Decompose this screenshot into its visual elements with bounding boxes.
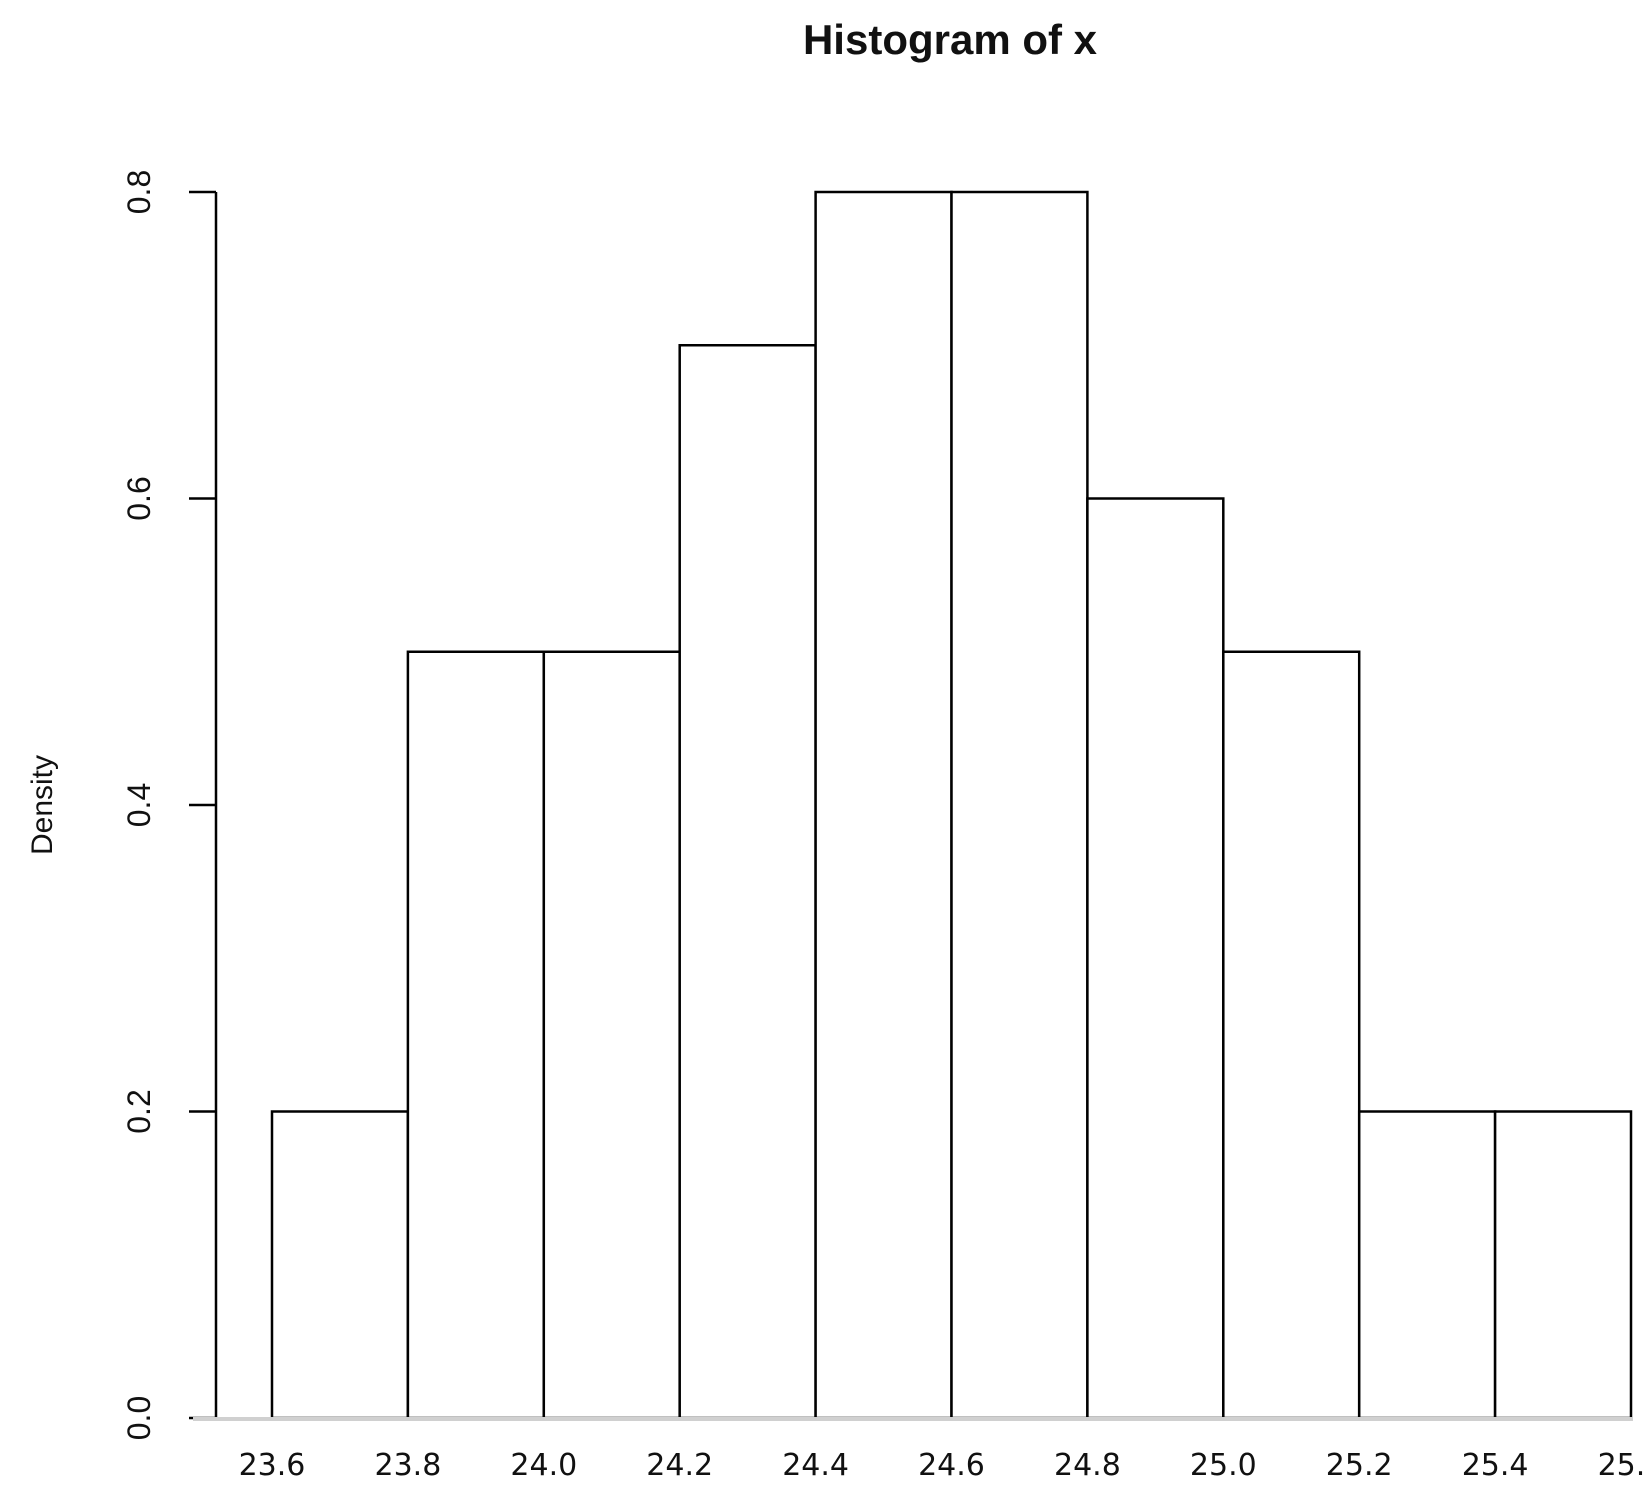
x-tick-label: 24.4 xyxy=(782,1448,849,1483)
y-tick-labels: 0.0 0.2 0.4 0.6 0.8 xyxy=(121,170,157,1440)
x-tick-label: 25.0 xyxy=(1190,1448,1257,1483)
x-tick-label: 24.0 xyxy=(510,1448,577,1483)
histogram-bar xyxy=(270,1110,410,1420)
x-tick-label: 23.6 xyxy=(239,1448,306,1483)
y-tick-label: 0.0 xyxy=(121,1396,157,1440)
x-tick-label: 25.2 xyxy=(1326,1448,1393,1483)
x-tick-label: 23.8 xyxy=(375,1448,442,1483)
y-tick-label: 0.6 xyxy=(121,476,157,520)
y-tick-label: 0.8 xyxy=(121,170,157,214)
chart-title: Histogram of x xyxy=(803,16,1098,63)
x-tick-label: 24.6 xyxy=(918,1448,985,1483)
y-axis-label: Density xyxy=(26,755,59,855)
histogram-bar xyxy=(1086,497,1225,1420)
y-ticks xyxy=(189,190,216,1420)
y-tick-label: 0.2 xyxy=(121,1089,157,1133)
y-tick-label: 0.4 xyxy=(121,783,157,827)
histogram-bar xyxy=(678,344,817,1420)
x-tick-label: 24.8 xyxy=(1054,1448,1121,1483)
histogram-bar xyxy=(1357,1110,1497,1420)
histogram-bar xyxy=(1493,1110,1633,1420)
y-axis: 0.0 0.2 0.4 0.6 0.8 Density xyxy=(26,170,218,1440)
histogram-bars xyxy=(270,190,1633,1420)
x-tick-labels: 23.6 23.8 24.0 24.2 24.4 24.6 24.8 25.0 25.2 25.4… xyxy=(239,1448,1646,1483)
histogram-bar xyxy=(950,190,1089,1420)
x-tick-label: 24.2 xyxy=(646,1448,713,1483)
x-tick-label: 25.6 xyxy=(1598,1448,1646,1483)
histogram-bar xyxy=(406,650,546,1420)
histogram-bar xyxy=(542,650,681,1420)
x-tick-label: 25.4 xyxy=(1462,1448,1529,1483)
histogram-bar xyxy=(814,190,953,1420)
histogram-bar xyxy=(1222,650,1361,1420)
